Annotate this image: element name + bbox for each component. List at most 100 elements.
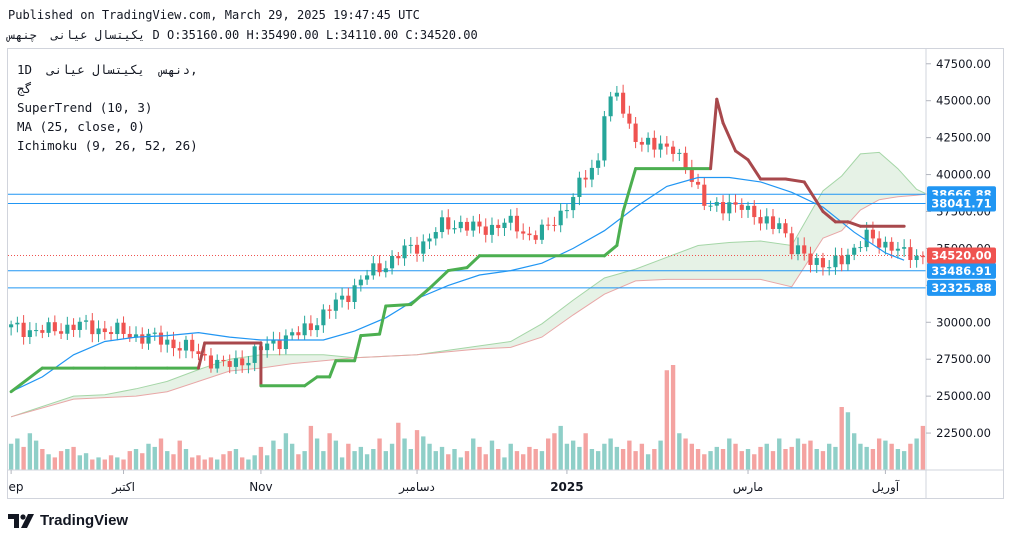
candle [408, 237, 413, 254]
legend-ma[interactable]: MA (25, close, 0) [17, 119, 145, 134]
volume-bar [589, 449, 595, 470]
candle [458, 215, 463, 233]
candle-body [783, 223, 788, 234]
candle-body [140, 334, 145, 344]
volume-bar [215, 459, 220, 470]
ohlc-line: یکیتسال عیانی چنهس D O:35160.00 H:35490.… [8, 28, 478, 42]
volume-bar [339, 457, 345, 470]
candle [240, 350, 245, 373]
candle-body [127, 333, 132, 338]
candle [121, 316, 126, 340]
volume-bar [452, 449, 457, 470]
candle [627, 105, 632, 129]
legend-ichimoku[interactable]: Ichimoku (9, 26, 52, 26) [17, 138, 198, 153]
volume-bar [564, 443, 570, 470]
volume-bar [352, 451, 357, 470]
candle-body [820, 258, 826, 268]
candle-body [602, 116, 607, 161]
candle-body [408, 244, 413, 246]
candle [277, 332, 282, 356]
last-price-tag-bg [927, 247, 996, 264]
volume-bar [558, 425, 563, 470]
supertrend-segment [409, 286, 432, 307]
legend-supertrend[interactable]: SuperTrend (10, 3) [17, 100, 153, 115]
supertrend-segment [615, 209, 625, 247]
volume-bar [277, 449, 282, 470]
candle [296, 326, 301, 340]
candle-body [15, 322, 20, 325]
candle-body [9, 324, 14, 328]
volume-bar [364, 454, 370, 470]
volume-bar [121, 459, 126, 470]
candle [489, 217, 495, 243]
volume-bar [808, 440, 813, 470]
volume-bar [889, 443, 894, 470]
volume-bar [577, 446, 582, 470]
candle [183, 335, 189, 359]
volume-bar [27, 433, 33, 470]
candle [140, 327, 145, 349]
footer-brand[interactable]: TradingView [8, 512, 128, 529]
volume-bar [583, 433, 588, 470]
candle-body [614, 92, 619, 97]
candle [883, 236, 888, 255]
volume-bar [321, 451, 326, 470]
candle-body [215, 359, 220, 369]
candle [521, 223, 526, 240]
candle [27, 322, 32, 345]
candle-body [908, 247, 913, 261]
volume-bar [402, 438, 407, 470]
candle-body [34, 330, 39, 332]
volume-bar [408, 449, 413, 470]
candle-body [527, 233, 532, 236]
candle [9, 320, 14, 336]
candle-body [558, 210, 563, 226]
candle-body [646, 137, 651, 145]
candle-body [658, 143, 663, 150]
volume-bar [670, 365, 676, 470]
volume-bar [33, 440, 39, 470]
volume-bar [664, 370, 670, 470]
volume-bar [864, 446, 869, 470]
candle [15, 316, 20, 333]
level-tag-1-bg [927, 195, 996, 212]
candle [190, 334, 195, 359]
candle-body [452, 228, 457, 230]
candle-body [739, 204, 744, 210]
volume-bar [152, 446, 157, 470]
candle-body [158, 332, 164, 345]
candle-body [327, 309, 332, 311]
candle-body [833, 255, 838, 268]
candle [71, 318, 76, 337]
volume-bar [795, 438, 801, 470]
volume-bar [177, 440, 182, 470]
volume-bar [302, 451, 307, 470]
candle [677, 148, 682, 161]
supertrend-segment [384, 303, 413, 308]
volume-bar [620, 449, 626, 470]
volume-bar [183, 449, 189, 470]
candle-body [652, 137, 657, 150]
supertrend-segment [802, 180, 825, 213]
volume-bar [233, 449, 239, 470]
supertrend-segment [734, 149, 750, 162]
candle-body [764, 216, 769, 224]
candle [133, 326, 139, 342]
candle [52, 315, 57, 336]
level-tag-3-bg [927, 279, 996, 296]
volume-bar [514, 451, 520, 470]
volume-bar [358, 446, 364, 470]
volume-bar [333, 440, 339, 470]
volume-bar [683, 438, 688, 470]
supertrend-segment [303, 375, 319, 388]
volume-bar [227, 451, 232, 470]
candle [208, 348, 214, 373]
volume-bar [52, 457, 58, 470]
volume-bar [264, 455, 270, 470]
candle-body [146, 333, 151, 344]
volume-bar [115, 457, 120, 470]
candle-body [71, 324, 76, 330]
candle [814, 253, 819, 273]
volume-bar [608, 438, 613, 470]
